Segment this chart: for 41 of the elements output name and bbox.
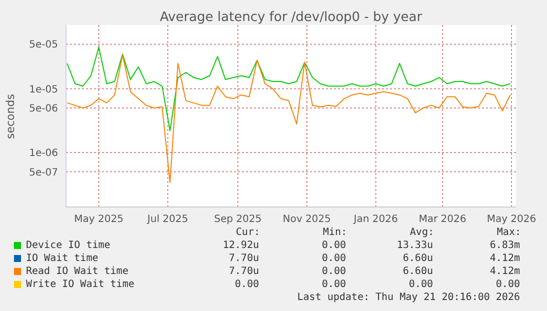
- text: 4.12m: [488, 265, 521, 278]
- x-tick-label: Sep 2025: [214, 214, 262, 226]
- text: 0.00: [320, 239, 347, 252]
- text: 0.00: [408, 278, 434, 291]
- y-axis-title: seconds: [4, 94, 16, 138]
- legend-label: IO Wait time: [25, 252, 100, 265]
- text: 0.00: [320, 278, 347, 291]
- text: Cur:: [234, 226, 260, 239]
- x-tick-label: Jul 2025: [146, 214, 188, 226]
- x-tick-label: May 2025: [74, 214, 124, 226]
- y-tick-label: 5e-06: [29, 104, 58, 115]
- x-tick-label: Nov 2025: [282, 214, 331, 226]
- line-series: [66, 54, 511, 183]
- text: 7.70u: [228, 265, 260, 278]
- text: 12.92u: [222, 239, 260, 252]
- text: 13.33u: [396, 239, 434, 252]
- y-tick-label: 1e-05: [29, 84, 58, 96]
- text: 6.60u: [402, 252, 434, 265]
- text: Max:: [496, 226, 521, 239]
- text: 0.00: [320, 265, 347, 278]
- text: 0.00: [234, 278, 260, 291]
- y-tick-label: 5e-05: [29, 40, 58, 51]
- line-series: [66, 46, 511, 132]
- legend-label: Write IO Wait time: [25, 278, 136, 291]
- x-tick-label: Mar 2026: [418, 214, 466, 226]
- text: Last update: Thu May 21 20:16:00 2026: [296, 291, 521, 304]
- text: 7.70u: [228, 252, 260, 265]
- legend-label: Device IO time: [25, 239, 112, 252]
- text: 6.60u: [402, 265, 434, 278]
- chart-title: Average latency for /dev/loop0 - by year: [158, 10, 424, 25]
- text: 4.12m: [488, 252, 521, 265]
- legend-label: Read IO Wait time: [25, 265, 130, 278]
- text: 0.00: [320, 252, 347, 265]
- x-tick-label: Jan 2026: [352, 214, 398, 226]
- text: Avg:: [408, 226, 434, 239]
- y-tick-label: 1e-06: [29, 148, 58, 160]
- x-tick-label: May 2026: [486, 214, 536, 226]
- y-tick-label: 5e-07: [29, 167, 58, 178]
- text: Min:: [322, 226, 347, 239]
- text: 6.83m: [488, 239, 521, 252]
- text: 0.00: [494, 278, 521, 291]
